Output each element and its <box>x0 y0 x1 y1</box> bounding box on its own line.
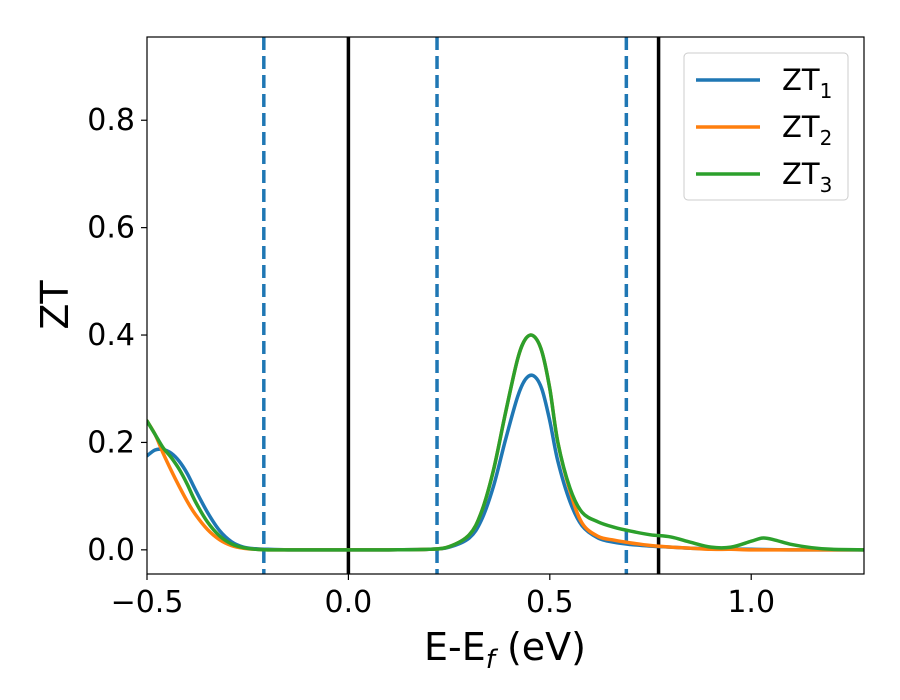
y-tick-label: 0.4 <box>87 318 135 353</box>
x-axis-ticks: −0.5 0.0 0.5 1.0 <box>111 574 775 620</box>
y-axis-label: ZT <box>33 280 77 330</box>
plot-frame <box>146 36 865 575</box>
x-axis-label: E-Ef (eV) <box>424 625 586 675</box>
x-tick-label: −0.5 <box>111 585 184 620</box>
legend-label-zt2: ZT2 <box>782 110 832 150</box>
legend: ZT1 ZT2 ZT3 <box>683 52 849 201</box>
y-tick-label: 0.2 <box>87 425 135 460</box>
series-line-zt3 <box>147 333 864 552</box>
x-tick-label: 0.0 <box>325 585 373 620</box>
x-tick-label: 1.0 <box>727 585 775 620</box>
series-lines <box>147 333 864 552</box>
y-tick-label: 0.6 <box>87 211 135 246</box>
legend-label-zt1: ZT1 <box>782 63 832 103</box>
y-tick-label: 0.0 <box>87 533 135 568</box>
legend-box <box>683 52 849 201</box>
x-tick-label: 0.5 <box>526 585 574 620</box>
y-axis-ticks: 0.0 0.2 0.4 0.6 0.8 <box>87 103 147 568</box>
y-tick-label: 0.8 <box>87 103 135 138</box>
legend-label-zt3: ZT3 <box>782 157 832 197</box>
vertical-lines <box>262 37 661 574</box>
